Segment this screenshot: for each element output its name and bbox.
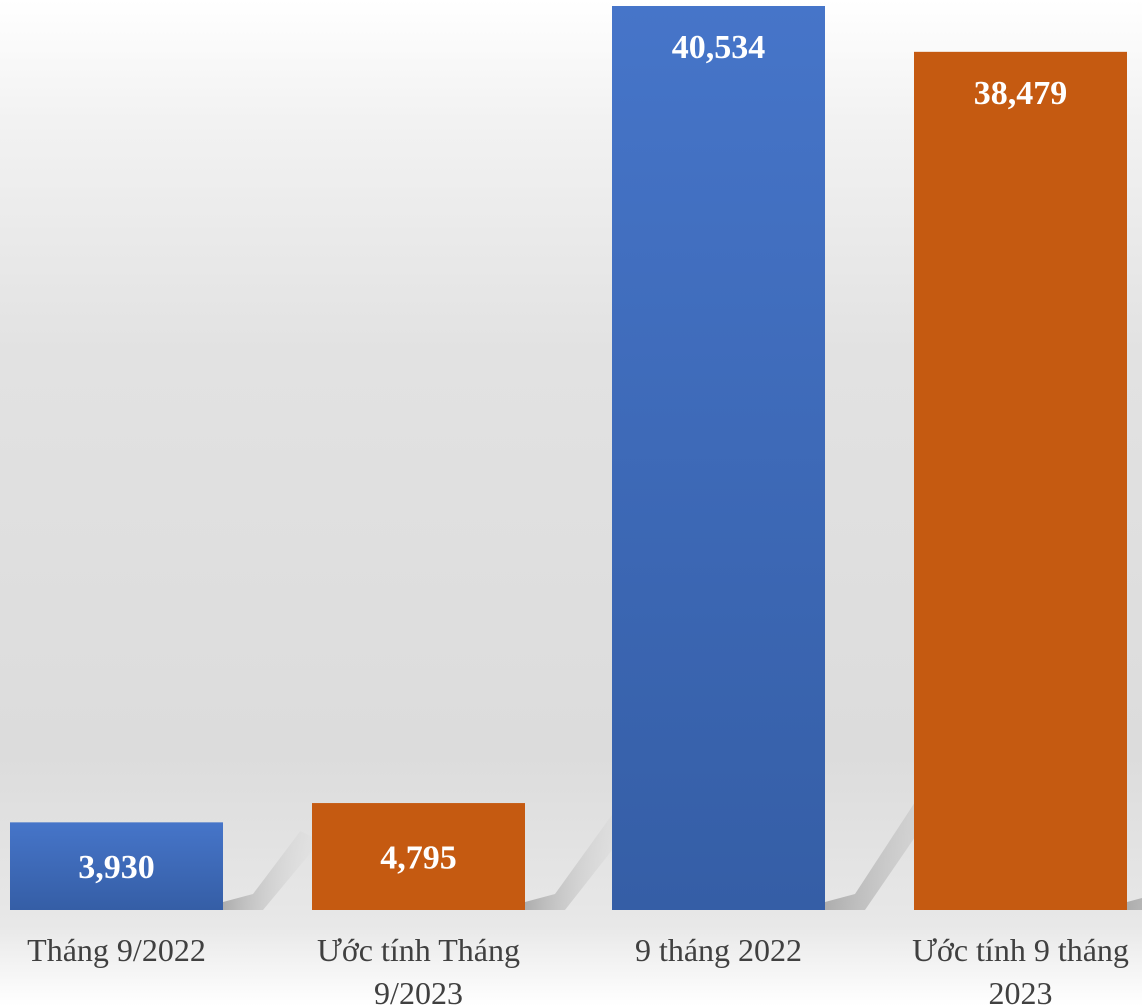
bar-1 (10, 822, 223, 910)
bar-value-label: 4,795 (380, 840, 457, 877)
bar-4 (914, 51, 1127, 910)
category-label: Ước tính 9 tháng (912, 932, 1129, 968)
bar-value-label: 38,479 (974, 75, 1068, 112)
bar-2 (312, 803, 525, 910)
bar-shadow (223, 831, 321, 910)
bar-shadow (525, 813, 633, 910)
bar-shadow (1127, 898, 1142, 910)
bar-value-label: 40,534 (672, 29, 766, 66)
value-labels-group: 3,930 4,795 40,534 38,479 (78, 29, 1067, 886)
category-label: Ước tính Tháng (317, 932, 520, 968)
category-labels-group: Tháng 9/2022 Ước tính Tháng 9/2023 9 tháng … (27, 932, 1129, 1006)
category-label: 9 tháng 2022 (635, 932, 802, 968)
category-label: Tháng 9/2022 (27, 932, 206, 968)
bar-3 (612, 6, 825, 910)
category-label: 9/2023 (374, 975, 463, 1006)
bar-value-label: 3,930 (78, 849, 155, 886)
category-label: 2023 (989, 975, 1053, 1006)
bars-group (10, 6, 1127, 910)
